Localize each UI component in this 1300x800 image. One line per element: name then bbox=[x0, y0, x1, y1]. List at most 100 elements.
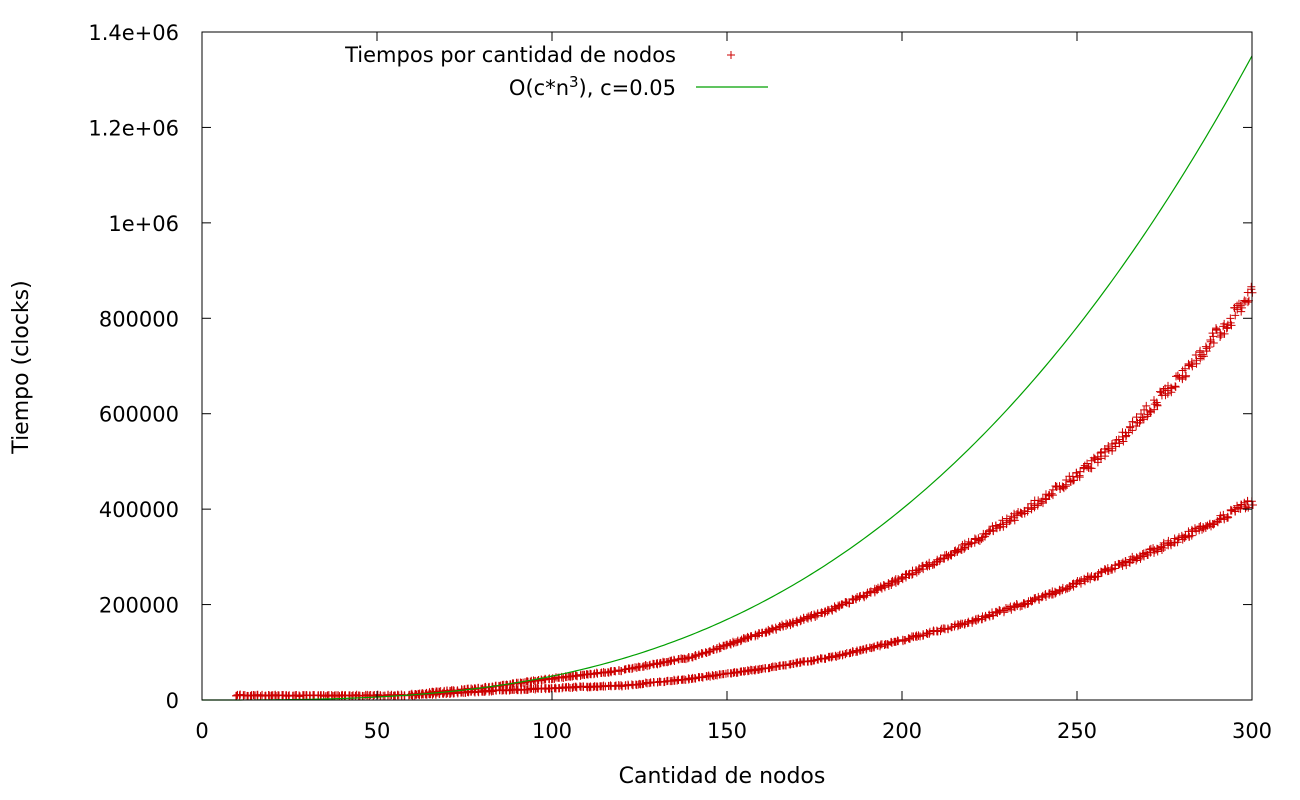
x-tick-label: 50 bbox=[364, 719, 391, 743]
data-point bbox=[1047, 489, 1056, 498]
data-point bbox=[1167, 388, 1176, 397]
data-point bbox=[1173, 371, 1182, 380]
data-point bbox=[939, 554, 948, 563]
data-point bbox=[722, 641, 731, 650]
data-point bbox=[617, 667, 626, 676]
data-point bbox=[1199, 352, 1208, 361]
data-point bbox=[1086, 464, 1095, 473]
data-point bbox=[1243, 298, 1252, 307]
data-point bbox=[732, 668, 741, 677]
legend-plus-marker bbox=[727, 51, 735, 59]
data-point bbox=[830, 602, 839, 611]
data-point bbox=[1027, 499, 1036, 508]
data-point bbox=[410, 691, 419, 700]
data-point bbox=[879, 581, 888, 590]
y-axis-title: Tiempo (clocks) bbox=[9, 280, 34, 454]
data-point bbox=[876, 642, 885, 651]
data-point bbox=[813, 655, 822, 664]
data-point bbox=[593, 669, 602, 678]
data-point bbox=[1216, 332, 1225, 341]
data-point bbox=[704, 647, 713, 656]
data-point bbox=[487, 687, 496, 696]
data-point bbox=[1061, 585, 1070, 594]
data-point bbox=[841, 650, 850, 659]
data-point bbox=[1104, 445, 1113, 454]
data-point bbox=[1198, 525, 1207, 534]
y-tick-label: 1e+06 bbox=[108, 212, 179, 236]
data-point bbox=[1216, 331, 1225, 340]
data-point bbox=[1005, 517, 1014, 526]
data-point bbox=[673, 676, 682, 685]
data-point bbox=[1111, 442, 1120, 451]
data-point bbox=[998, 516, 1007, 525]
data-point bbox=[1153, 547, 1162, 556]
curve-line bbox=[202, 55, 1253, 701]
data-point bbox=[239, 691, 248, 700]
data-point bbox=[1181, 364, 1190, 373]
data-point bbox=[729, 639, 738, 648]
x-tick-label: 300 bbox=[1232, 719, 1272, 743]
data-point bbox=[1076, 579, 1085, 588]
data-point bbox=[991, 521, 1000, 530]
data-point bbox=[841, 598, 850, 607]
data-point bbox=[1173, 538, 1182, 547]
data-point bbox=[1137, 410, 1146, 419]
data-point bbox=[1150, 548, 1159, 557]
data-point bbox=[691, 674, 700, 683]
data-point bbox=[1208, 519, 1217, 528]
data-point bbox=[1115, 439, 1124, 448]
legend-marker-points bbox=[727, 51, 735, 59]
data-point bbox=[1171, 382, 1180, 391]
data-point bbox=[1166, 540, 1175, 549]
data-point bbox=[1042, 495, 1051, 504]
data-point bbox=[1149, 544, 1158, 553]
data-point bbox=[732, 638, 741, 647]
y-tick-label: 600000 bbox=[99, 403, 179, 427]
data-point bbox=[827, 653, 836, 662]
data-point bbox=[1202, 347, 1211, 356]
data-point bbox=[792, 618, 801, 627]
y-tick-label: 800000 bbox=[99, 307, 179, 331]
y-tick-label: 400000 bbox=[99, 498, 179, 522]
data-point bbox=[781, 661, 790, 670]
data-point bbox=[1152, 398, 1161, 407]
x-tick-label: 100 bbox=[532, 719, 572, 743]
data-point bbox=[1237, 500, 1246, 509]
data-point bbox=[946, 551, 955, 560]
data-point bbox=[1002, 604, 1011, 613]
data-point bbox=[860, 593, 869, 602]
data-point bbox=[953, 547, 962, 556]
y-tick-label: 200000 bbox=[99, 594, 179, 618]
data-point bbox=[900, 635, 909, 644]
x-tick-label: 250 bbox=[1057, 719, 1097, 743]
data-point bbox=[956, 619, 965, 628]
data-point bbox=[1223, 323, 1232, 332]
data-point bbox=[806, 612, 815, 621]
data-point bbox=[1159, 540, 1168, 549]
data-point bbox=[1212, 324, 1221, 333]
data-point bbox=[1108, 444, 1117, 453]
data-point bbox=[645, 679, 654, 688]
data-point bbox=[1209, 332, 1218, 341]
data-point bbox=[1107, 565, 1116, 574]
data-point bbox=[995, 607, 1004, 616]
data-point bbox=[908, 569, 917, 578]
data-point bbox=[1209, 339, 1218, 348]
data-point bbox=[1220, 329, 1229, 338]
data-point bbox=[1220, 319, 1229, 328]
data-point bbox=[925, 629, 934, 638]
data-point bbox=[1075, 473, 1084, 482]
data-point bbox=[1188, 362, 1197, 371]
data-point bbox=[1236, 301, 1245, 310]
data-point bbox=[711, 671, 720, 680]
data-point bbox=[618, 682, 627, 691]
curve-layer bbox=[202, 55, 1253, 701]
data-point bbox=[1128, 426, 1137, 435]
data-point bbox=[1096, 448, 1105, 457]
data-point bbox=[1172, 372, 1181, 381]
legend-label-curve: O(c*n3), c=0.05 bbox=[509, 73, 676, 100]
data-point bbox=[1135, 418, 1144, 427]
data-point bbox=[991, 607, 1000, 616]
data-point bbox=[1128, 417, 1137, 426]
